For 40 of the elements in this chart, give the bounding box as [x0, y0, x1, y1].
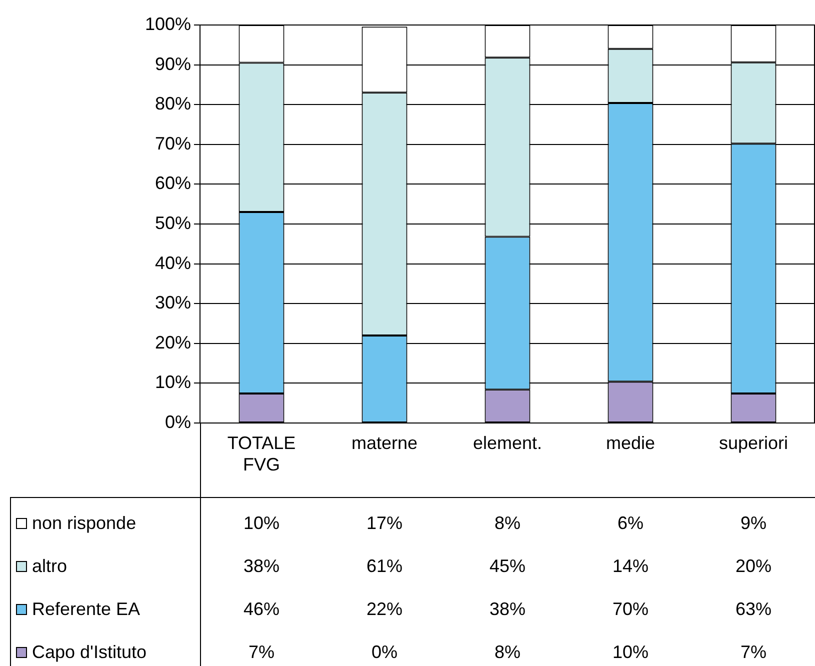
data-label: 20%	[735, 556, 772, 576]
y-tick-label: 20%	[154, 332, 191, 352]
legend-label: non risponde	[32, 512, 136, 533]
data-label: 0%	[371, 642, 398, 662]
data-label: 7%	[248, 642, 275, 662]
y-tick-label: 10%	[154, 372, 191, 392]
x-tick-label: TOTALE FVG	[227, 432, 296, 474]
y-tick-label: 80%	[154, 94, 191, 114]
data-label: 46%	[243, 598, 280, 619]
x-tick-label: medie	[606, 432, 656, 453]
y-tick-label: 90%	[154, 54, 191, 74]
data-label: 14%	[612, 556, 649, 576]
legend-label: Capo d'Istituto	[32, 642, 147, 662]
y-tick-label: 30%	[154, 292, 191, 313]
y-tick-label: 50%	[154, 212, 191, 233]
data-label: 7%	[740, 642, 767, 662]
y-tick-label: 70%	[154, 133, 191, 154]
data-label: 9%	[740, 512, 767, 533]
data-label: 45%	[489, 556, 526, 576]
data-label: 70%	[612, 598, 649, 619]
x-tick-label: superiori	[718, 432, 788, 453]
data-label: 6%	[617, 512, 644, 533]
data-label: 61%	[366, 556, 403, 576]
data-label: 17%	[366, 512, 403, 533]
data-label: 38%	[489, 598, 526, 619]
y-tick-label: 0%	[164, 412, 191, 432]
data-label: 63%	[735, 598, 772, 619]
x-tick-label: materne	[351, 432, 418, 453]
y-tick-label: 100%	[144, 14, 191, 34]
data-label: 38%	[243, 556, 280, 576]
legend-label: Referente EA	[32, 598, 140, 619]
y-tick-label: 60%	[154, 173, 191, 194]
x-tick-label: element.	[472, 432, 542, 453]
data-label: 8%	[494, 642, 521, 662]
data-label: 10%	[612, 642, 649, 662]
data-label: 22%	[366, 598, 403, 619]
legend-label: altro	[32, 556, 68, 576]
data-label: 10%	[243, 512, 280, 533]
data-label: 8%	[494, 512, 521, 533]
y-tick-label: 40%	[154, 252, 191, 273]
